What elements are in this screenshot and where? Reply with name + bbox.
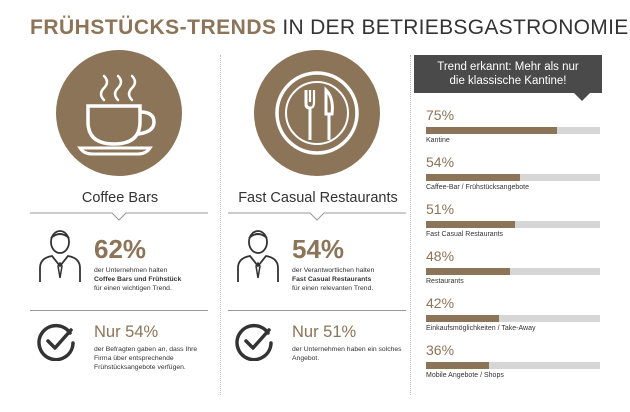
title-bold: FRÜHSTÜCKS-TRENDS xyxy=(30,16,277,39)
trend-chart: Trend erkannt: Mehr als nur die klassisc… xyxy=(414,55,602,395)
column-title: Coffee Bars xyxy=(81,190,159,206)
coffee-cup-icon xyxy=(56,50,182,176)
separator-left xyxy=(220,55,221,395)
stat-secondary: Nur 51% xyxy=(292,323,357,341)
plate-cutlery-icon xyxy=(254,50,380,176)
person-icon xyxy=(36,228,84,289)
bar-category-label: Restaurants xyxy=(426,278,464,285)
bar-track xyxy=(426,127,600,134)
bar-value-label: 54% xyxy=(426,154,455,170)
desc-bold: Coffee Bars und Frühstück xyxy=(94,276,182,283)
bar-row: 75% Kantine xyxy=(426,107,600,149)
desc-pre: der Verantwortlichen halten xyxy=(292,267,375,274)
bar-category-label: Mobile Angebote / Shops xyxy=(426,372,504,379)
bar-category-label: Kantine xyxy=(426,137,450,144)
title-rest: IN DER BETRIEBSGASTRONOMIE xyxy=(282,16,629,39)
desc-pre: der Unternehmen halten xyxy=(94,267,168,274)
stat-secondary-desc: der Befragten gaben an, dass Ihre Firma … xyxy=(94,346,198,371)
stat-percentage: 62% xyxy=(94,234,147,264)
bar xyxy=(426,362,489,369)
bar-track xyxy=(426,174,600,181)
desc-bold: Fast Casual Restaurants xyxy=(292,276,372,283)
bar-value-label: 48% xyxy=(426,248,455,264)
bar-row: 51% Fast Casual Restaurants xyxy=(426,201,600,243)
page-title: FRÜHSTÜCKS-TRENDS IN DER BETRIEBSGASTRON… xyxy=(30,16,629,40)
column-rule xyxy=(228,310,406,311)
bar-category-label: Fast Casual Restaurants xyxy=(426,231,504,238)
bar-track xyxy=(426,362,600,369)
divider-pointer xyxy=(228,212,406,221)
bar xyxy=(426,268,510,275)
desc-post: für einen wichtigen Trend. xyxy=(94,285,172,292)
person-icon xyxy=(234,228,282,289)
bar-value-label: 42% xyxy=(426,295,455,311)
stat-description: der Unternehmen halten Coffee Bars und F… xyxy=(94,266,214,293)
bar-category-label: Einkaufsmöglichkeiten / Take-Away xyxy=(426,325,536,332)
stat-secondary: Nur 54% xyxy=(94,323,159,341)
bar-track xyxy=(426,315,600,322)
column-rule xyxy=(30,310,208,311)
bar xyxy=(426,174,520,181)
separator-right xyxy=(410,55,411,395)
bar-row: 36% Mobile Angebote / Shops xyxy=(426,342,600,384)
bar xyxy=(426,127,557,134)
callout-pointer xyxy=(574,93,590,101)
bar-value-label: 36% xyxy=(426,342,455,358)
stat-percentage: 54% xyxy=(292,234,345,264)
desc-post: für einen relevanten Trend. xyxy=(292,285,374,292)
column-title: Fast Casual Restaurants xyxy=(238,190,398,206)
callout-line-1: Trend erkannt: Mehr als nur xyxy=(437,61,579,73)
callout-line-2: die klassische Kantine! xyxy=(449,75,567,87)
bar xyxy=(426,315,500,322)
checkmark-icon xyxy=(234,321,274,366)
bar-value-label: 51% xyxy=(426,201,455,217)
bar-value-label: 75% xyxy=(426,107,455,123)
bar-row: 42% Einkaufsmöglichkeiten / Take-Away xyxy=(426,295,600,337)
callout-box: Trend erkannt: Mehr als nur die klassisc… xyxy=(414,55,602,93)
stat-description: der Verantwortlichen halten Fast Casual … xyxy=(292,266,412,293)
stat-secondary-desc: der Unternehmen haben ein solches Angebo… xyxy=(292,346,402,362)
bar xyxy=(426,221,515,228)
bar-track xyxy=(426,268,600,275)
bar-row: 54% Caffee-Bar / Frühstücksangebote xyxy=(426,154,600,196)
checkmark-icon xyxy=(36,321,76,366)
bar-track xyxy=(426,221,600,228)
bar-category-label: Caffee-Bar / Frühstücksangebote xyxy=(426,184,529,191)
bar-row: 48% Restaurants xyxy=(426,248,600,290)
divider-pointer xyxy=(30,212,208,221)
